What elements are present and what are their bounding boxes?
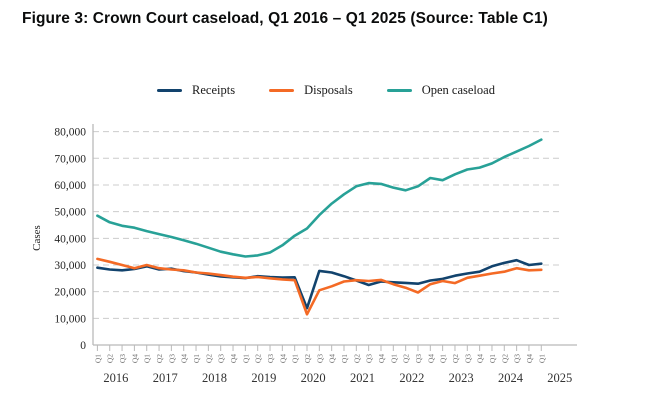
legend-item-receipts: Receipts — [157, 83, 235, 98]
quarter-tick-label: Q2 — [402, 354, 411, 363]
quarter-tick-label: Q3 — [365, 354, 374, 363]
year-label: 2019 — [251, 371, 276, 385]
y-tick-label: 10,000 — [54, 313, 86, 325]
year-label: 2024 — [498, 371, 524, 385]
series-line-receipts — [96, 258, 543, 310]
quarter-tick-label: Q3 — [118, 354, 127, 363]
quarter-tick-label: Q2 — [451, 354, 460, 363]
quarter-tick-label: Q2 — [155, 354, 164, 363]
quarter-tick-label: Q4 — [426, 354, 435, 363]
y-tick-label: 70,000 — [54, 153, 86, 165]
legend-swatch-disposals — [269, 88, 295, 93]
quarter-tick-label: Q1 — [192, 354, 201, 363]
y-tick-label: 30,000 — [54, 260, 86, 272]
legend-swatch-open-caseload — [386, 88, 412, 93]
legend-item-disposals: Disposals — [269, 83, 353, 98]
y-tick-label: 40,000 — [54, 233, 86, 245]
quarter-tick-label: Q4 — [328, 354, 337, 363]
quarter-tick-label: Q4 — [377, 354, 386, 363]
quarter-tick-label: Q3 — [315, 354, 324, 363]
figure-title: Figure 3: Crown Court caseload, Q1 2016 … — [22, 10, 548, 27]
quarter-tick-label: Q1 — [143, 354, 152, 363]
quarter-tick-label: Q3 — [463, 354, 472, 363]
y-axis-label: Cases — [31, 225, 43, 251]
quarter-tick-label: Q2 — [204, 354, 213, 363]
quarter-tick-label: Q1 — [537, 354, 546, 363]
quarter-tick-label: Q3 — [513, 354, 522, 363]
series-line-open-caseload — [96, 138, 543, 258]
quarter-tick-label: Q4 — [180, 354, 189, 363]
legend-label-open-caseload: Open caseload — [421, 83, 495, 97]
quarter-tick-label: Q3 — [217, 354, 226, 363]
legend-label-receipts: Receipts — [192, 83, 236, 97]
y-tick-label: 60,000 — [54, 180, 86, 192]
legend-label-disposals: Disposals — [304, 83, 353, 97]
quarter-tick-label: Q1 — [93, 354, 102, 363]
year-label: 2025 — [547, 371, 572, 385]
quarter-tick-label: Q2 — [500, 354, 509, 363]
year-label: 2016 — [103, 371, 128, 385]
year-label: 2018 — [202, 371, 227, 385]
quarter-tick-label: Q3 — [266, 354, 275, 363]
legend-item-open-caseload: Open caseload — [386, 83, 495, 98]
quarter-tick-label: Q3 — [414, 354, 423, 363]
quarter-tick-label: Q1 — [439, 354, 448, 363]
year-label: 2020 — [301, 371, 326, 385]
quarter-tick-label: Q2 — [352, 354, 361, 363]
quarter-tick-label: Q3 — [167, 354, 176, 363]
quarter-tick-label: Q4 — [525, 354, 534, 363]
quarter-tick-label: Q1 — [488, 354, 497, 363]
chart-legend: Receipts Disposals Open caseload — [0, 83, 652, 98]
year-label: 2021 — [350, 371, 375, 385]
quarter-tick-label: Q1 — [241, 354, 250, 363]
quarter-tick-label: Q4 — [278, 354, 287, 363]
quarter-tick-label: Q2 — [254, 354, 263, 363]
y-tick-label: 50,000 — [54, 207, 86, 219]
year-label: 2023 — [449, 371, 474, 385]
y-tick-label: 0 — [80, 340, 86, 352]
series-line-disposals — [96, 257, 543, 316]
quarter-tick-label: Q4 — [476, 354, 485, 363]
quarter-tick-label: Q1 — [340, 354, 349, 363]
year-label: 2022 — [399, 371, 424, 385]
legend-swatch-receipts — [157, 88, 183, 93]
quarter-tick-label: Q2 — [106, 354, 115, 363]
quarter-tick-label: Q1 — [389, 354, 398, 363]
y-tick-label: 80,000 — [54, 127, 86, 139]
quarter-tick-label: Q1 — [291, 354, 300, 363]
year-label: 2017 — [153, 371, 178, 385]
quarter-tick-label: Q2 — [303, 354, 312, 363]
y-tick-label: 20,000 — [54, 287, 86, 299]
quarter-tick-label: Q4 — [130, 354, 139, 363]
quarter-tick-label: Q4 — [229, 354, 238, 363]
